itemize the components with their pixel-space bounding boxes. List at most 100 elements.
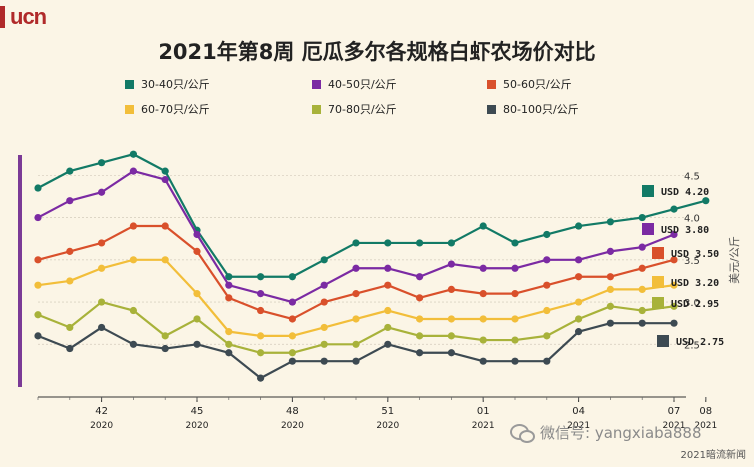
legend-item-40-50: 40-50只/公斤 — [312, 76, 397, 92]
data-point — [511, 315, 519, 323]
legend-item-80-100: 80-100只/公斤 — [487, 101, 579, 117]
legend-item-30-40: 30-40只/公斤 — [125, 76, 210, 92]
end-label-swatch — [652, 297, 664, 309]
data-point — [670, 319, 678, 327]
data-point — [288, 357, 296, 365]
data-point — [543, 306, 551, 315]
data-point — [34, 184, 42, 192]
x-tick-label: 45 — [191, 406, 204, 417]
wechat-watermark: 微信号: yangxiaba888 — [510, 422, 702, 443]
data-point — [416, 239, 424, 247]
y-tick-label: 4.5 — [684, 171, 700, 182]
legend-swatch — [312, 104, 321, 114]
data-point — [34, 332, 42, 340]
data-point — [161, 332, 169, 340]
data-point — [193, 230, 201, 239]
brand-logo: ucn — [10, 4, 47, 29]
data-point — [98, 159, 106, 167]
data-point — [161, 222, 169, 230]
end-value-label: USD 2.75 — [676, 337, 724, 348]
x-tick-year-label: 2020 — [281, 421, 304, 431]
data-point — [161, 175, 169, 184]
data-point — [511, 336, 519, 344]
data-point — [66, 323, 74, 332]
data-point — [638, 306, 646, 315]
data-point — [257, 332, 265, 340]
x-tick-year-label: 2021 — [472, 421, 495, 431]
data-point — [606, 319, 615, 327]
data-point — [447, 349, 455, 357]
data-point — [352, 340, 360, 348]
data-point — [225, 273, 233, 281]
legend-label: 30-40只/公斤 — [141, 78, 210, 91]
data-point — [352, 264, 360, 272]
data-point — [638, 243, 646, 251]
data-point — [479, 222, 487, 230]
data-point — [479, 290, 487, 298]
data-point — [352, 290, 360, 298]
x-tick-label: 01 — [477, 406, 490, 417]
data-point — [34, 256, 42, 264]
data-point — [193, 340, 201, 348]
chart-title: 2021年第8周 厄瓜多尔各规格白虾农场价对比 — [158, 40, 596, 64]
x-tick-label: 08 — [699, 406, 712, 417]
data-point — [606, 285, 615, 293]
data-point — [161, 167, 169, 175]
series-line — [37, 153, 707, 278]
data-point — [225, 349, 233, 357]
data-point — [288, 349, 296, 357]
data-point — [193, 247, 201, 255]
data-point — [34, 213, 42, 222]
legend-item-60-70: 60-70只/公斤 — [125, 101, 210, 117]
data-point — [66, 277, 74, 285]
data-point — [66, 167, 74, 175]
data-point — [670, 281, 678, 289]
data-point — [638, 319, 646, 327]
data-point — [257, 306, 265, 315]
data-point — [543, 357, 551, 365]
series-line — [37, 170, 675, 304]
end-value-label: USD 4.20 — [661, 187, 709, 198]
data-point — [129, 306, 137, 315]
data-point — [638, 285, 646, 293]
data-point — [384, 306, 392, 315]
data-point — [511, 290, 519, 298]
data-point — [384, 264, 392, 272]
data-point — [670, 302, 678, 310]
data-point — [606, 302, 615, 310]
x-tick-year-label: 2021 — [694, 421, 717, 431]
footer-source: 2021暗流新闻 — [680, 450, 746, 461]
legend-label: 80-100只/公斤 — [503, 103, 579, 116]
data-point — [543, 281, 551, 289]
data-point — [257, 349, 265, 357]
data-point — [225, 328, 233, 336]
data-point — [447, 285, 455, 293]
data-point — [129, 256, 137, 264]
x-tick-year-label: 2020 — [376, 421, 399, 431]
x-tick-label: 51 — [381, 406, 394, 417]
data-point — [129, 150, 137, 158]
y-tick-label: 2.5 — [684, 340, 700, 351]
y-tick-label: 3.5 — [684, 256, 700, 267]
data-point — [161, 344, 169, 353]
data-point — [575, 256, 583, 264]
data-point — [66, 197, 74, 205]
data-point — [320, 357, 328, 365]
data-point — [98, 323, 106, 332]
data-point — [543, 256, 551, 264]
data-point — [479, 336, 487, 344]
data-point — [575, 298, 583, 306]
data-point — [479, 264, 487, 272]
y-tick-label: 4.0 — [684, 214, 700, 225]
data-point — [447, 332, 455, 340]
data-point — [702, 197, 710, 205]
data-point — [447, 239, 455, 247]
end-label-swatch — [652, 276, 664, 288]
data-point — [129, 222, 137, 230]
data-point — [66, 344, 74, 353]
x-tick-label: 04 — [572, 406, 585, 417]
data-point — [670, 230, 678, 239]
x-tick-label: 48 — [286, 406, 299, 417]
x-tick-year-label: 2021 — [663, 421, 686, 431]
